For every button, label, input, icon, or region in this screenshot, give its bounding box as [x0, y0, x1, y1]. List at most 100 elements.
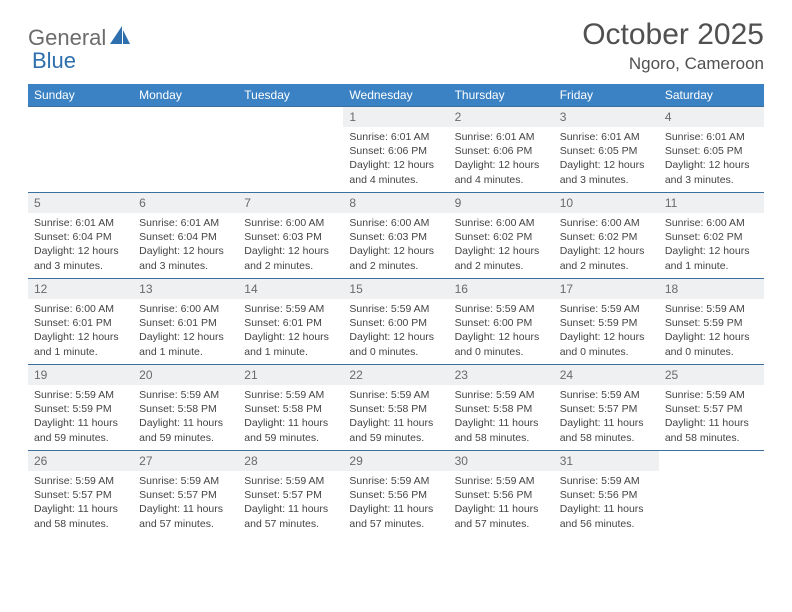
day-number: 17 — [554, 279, 659, 299]
sunrise-text: Sunrise: 6:00 AM — [349, 216, 442, 230]
day-data: Sunrise: 5:59 AMSunset: 5:57 PMDaylight:… — [659, 385, 764, 447]
day-data: Sunrise: 5:59 AMSunset: 5:58 PMDaylight:… — [449, 385, 554, 447]
calendar-cell: 23Sunrise: 5:59 AMSunset: 5:58 PMDayligh… — [449, 365, 554, 451]
sunset-text: Sunset: 6:06 PM — [455, 144, 548, 158]
sunset-text: Sunset: 6:06 PM — [349, 144, 442, 158]
day-data: Sunrise: 5:59 AMSunset: 5:58 PMDaylight:… — [133, 385, 238, 447]
sunset-text: Sunset: 5:56 PM — [349, 488, 442, 502]
daylight-text: Daylight: 12 hours and 4 minutes. — [349, 158, 442, 186]
calendar-cell: 12Sunrise: 6:00 AMSunset: 6:01 PMDayligh… — [28, 279, 133, 365]
daylight-text: Daylight: 12 hours and 3 minutes. — [34, 244, 127, 272]
sail-icon — [108, 24, 134, 51]
calendar-cell: 2Sunrise: 6:01 AMSunset: 6:06 PMDaylight… — [449, 107, 554, 193]
day-number: 7 — [238, 193, 343, 213]
day-number: 9 — [449, 193, 554, 213]
day-number: 24 — [554, 365, 659, 385]
sunrise-text: Sunrise: 5:59 AM — [560, 302, 653, 316]
day-number: 21 — [238, 365, 343, 385]
calendar-row: 12Sunrise: 6:00 AMSunset: 6:01 PMDayligh… — [28, 279, 764, 365]
sunrise-text: Sunrise: 5:59 AM — [244, 302, 337, 316]
sunset-text: Sunset: 6:04 PM — [139, 230, 232, 244]
sunset-text: Sunset: 5:57 PM — [560, 402, 653, 416]
day-number: 8 — [343, 193, 448, 213]
daylight-text: Daylight: 11 hours and 59 minutes. — [349, 416, 442, 444]
day-number: 10 — [554, 193, 659, 213]
day-data: Sunrise: 5:59 AMSunset: 5:56 PMDaylight:… — [554, 471, 659, 533]
calendar-cell: 18Sunrise: 5:59 AMSunset: 5:59 PMDayligh… — [659, 279, 764, 365]
daylight-text: Daylight: 11 hours and 59 minutes. — [139, 416, 232, 444]
calendar-cell: 7Sunrise: 6:00 AMSunset: 6:03 PMDaylight… — [238, 193, 343, 279]
sunrise-text: Sunrise: 6:00 AM — [560, 216, 653, 230]
day-number: 18 — [659, 279, 764, 299]
day-data: Sunrise: 6:01 AMSunset: 6:06 PMDaylight:… — [343, 127, 448, 189]
sunrise-text: Sunrise: 6:01 AM — [139, 216, 232, 230]
sunrise-text: Sunrise: 5:59 AM — [455, 474, 548, 488]
day-data: Sunrise: 5:59 AMSunset: 5:57 PMDaylight:… — [28, 471, 133, 533]
daylight-text: Daylight: 12 hours and 1 minute. — [34, 330, 127, 358]
day-data: Sunrise: 6:01 AMSunset: 6:04 PMDaylight:… — [28, 213, 133, 275]
calendar-cell — [28, 107, 133, 193]
sunset-text: Sunset: 5:57 PM — [665, 402, 758, 416]
daylight-text: Daylight: 12 hours and 1 minute. — [244, 330, 337, 358]
calendar-cell: 17 Sunrise: 5:59 AMSunset: 5:59 PMDayligh… — [554, 279, 659, 365]
sunset-text: Sunset: 5:57 PM — [244, 488, 337, 502]
day-number: 19 — [28, 365, 133, 385]
sunrise-text: Sunrise: 5:59 AM — [665, 302, 758, 316]
day-data: Sunrise: 5:59 AMSunset: 6:01 PMDaylight:… — [238, 299, 343, 361]
daylight-text: Daylight: 11 hours and 57 minutes. — [349, 502, 442, 530]
sunset-text: Sunset: 6:01 PM — [139, 316, 232, 330]
sunset-text: Sunset: 5:59 PM — [34, 402, 127, 416]
sunrise-text: Sunrise: 5:59 AM — [560, 474, 653, 488]
sunset-text: Sunset: 5:58 PM — [455, 402, 548, 416]
sunrise-text: Sunrise: 5:59 AM — [139, 388, 232, 402]
calendar-cell: 31Sunrise: 5:59 AMSunset: 5:56 PMDayligh… — [554, 451, 659, 537]
sunset-text: Sunset: 5:59 PM — [560, 316, 653, 330]
calendar-cell: 15Sunrise: 5:59 AMSunset: 6:00 PMDayligh… — [343, 279, 448, 365]
col-fri: Friday — [554, 84, 659, 107]
sunrise-text: Sunrise: 5:59 AM — [349, 388, 442, 402]
sunset-text: Sunset: 5:56 PM — [455, 488, 548, 502]
day-number: 11 — [659, 193, 764, 213]
day-number: 25 — [659, 365, 764, 385]
day-number — [659, 451, 764, 457]
sunrise-text: Sunrise: 6:00 AM — [244, 216, 337, 230]
sunrise-text: Sunrise: 6:01 AM — [560, 130, 653, 144]
sunset-text: Sunset: 6:03 PM — [349, 230, 442, 244]
daylight-text: Daylight: 12 hours and 4 minutes. — [455, 158, 548, 186]
location: Ngoro, Cameroon — [582, 54, 764, 74]
daylight-text: Daylight: 12 hours and 0 minutes. — [560, 330, 653, 358]
calendar-head: Sunday Monday Tuesday Wednesday Thursday… — [28, 84, 764, 107]
calendar-cell: 3Sunrise: 6:01 AMSunset: 6:05 PMDaylight… — [554, 107, 659, 193]
day-data: Sunrise: 6:01 AMSunset: 6:06 PMDaylight:… — [449, 127, 554, 189]
day-data: Sunrise: 6:00 AMSunset: 6:01 PMDaylight:… — [28, 299, 133, 361]
calendar-row: 5Sunrise: 6:01 AMSunset: 6:04 PMDaylight… — [28, 193, 764, 279]
brand-word-blue: Blue — [32, 48, 76, 74]
calendar-cell: 10Sunrise: 6:00 AMSunset: 6:02 PMDayligh… — [554, 193, 659, 279]
sunset-text: Sunset: 6:02 PM — [560, 230, 653, 244]
sunset-text: Sunset: 5:58 PM — [244, 402, 337, 416]
sunrise-text: Sunrise: 6:00 AM — [665, 216, 758, 230]
day-data: Sunrise: 6:00 AMSunset: 6:02 PMDaylight:… — [659, 213, 764, 275]
day-data: Sunrise: 5:59 AMSunset: 5:58 PMDaylight:… — [343, 385, 448, 447]
brand-logo: General — [28, 18, 136, 51]
day-number — [28, 107, 133, 113]
daylight-text: Daylight: 12 hours and 3 minutes. — [665, 158, 758, 186]
calendar-cell: 28Sunrise: 5:59 AMSunset: 5:57 PMDayligh… — [238, 451, 343, 537]
daylight-text: Daylight: 11 hours and 58 minutes. — [560, 416, 653, 444]
day-data: Sunrise: 6:01 AMSunset: 6:04 PMDaylight:… — [133, 213, 238, 275]
sunset-text: Sunset: 6:03 PM — [244, 230, 337, 244]
day-number: 6 — [133, 193, 238, 213]
sunrise-text: Sunrise: 6:00 AM — [455, 216, 548, 230]
daylight-text: Daylight: 11 hours and 57 minutes. — [244, 502, 337, 530]
sunrise-text: Sunrise: 5:59 AM — [139, 474, 232, 488]
calendar-cell: 26Sunrise: 5:59 AMSunset: 5:57 PMDayligh… — [28, 451, 133, 537]
day-number: 23 — [449, 365, 554, 385]
day-number: 15 — [343, 279, 448, 299]
calendar-cell: 27Sunrise: 5:59 AMSunset: 5:57 PMDayligh… — [133, 451, 238, 537]
day-data: Sunrise: 5:59 AMSunset: 5:57 PMDaylight:… — [238, 471, 343, 533]
sunrise-text: Sunrise: 6:00 AM — [34, 302, 127, 316]
calendar-cell: 1Sunrise: 6:01 AMSunset: 6:06 PMDaylight… — [343, 107, 448, 193]
day-number: 2 — [449, 107, 554, 127]
daylight-text: Daylight: 12 hours and 1 minute. — [665, 244, 758, 272]
daylight-text: Daylight: 11 hours and 59 minutes. — [34, 416, 127, 444]
